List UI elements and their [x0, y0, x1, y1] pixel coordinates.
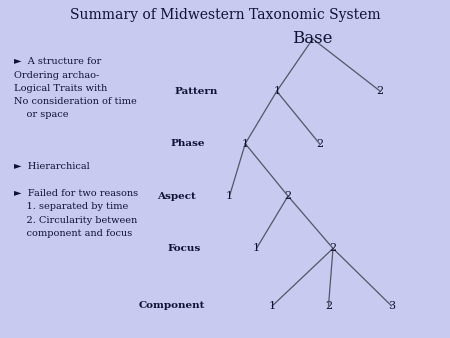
- Text: Component: Component: [139, 301, 205, 310]
- Text: 3: 3: [388, 301, 395, 311]
- Text: 1: 1: [273, 86, 280, 96]
- Text: Base: Base: [292, 30, 333, 47]
- Text: 1: 1: [242, 139, 249, 149]
- Text: ►  A structure for
Ordering archao-
Logical Traits with
No consideration of time: ► A structure for Ordering archao- Logic…: [14, 57, 136, 119]
- Text: 1: 1: [226, 191, 233, 201]
- Text: Summary of Midwestern Taxonomic System: Summary of Midwestern Taxonomic System: [70, 8, 380, 22]
- Text: ►  Failed for two reasons
    1. separated by time
    2. Circularity between
  : ► Failed for two reasons 1. separated by…: [14, 189, 138, 238]
- Text: 2: 2: [377, 86, 384, 96]
- Text: 2: 2: [316, 139, 323, 149]
- Text: Phase: Phase: [170, 139, 205, 148]
- Text: Focus: Focus: [167, 244, 200, 253]
- Text: 2: 2: [329, 243, 337, 254]
- Text: ►  Hierarchical: ► Hierarchical: [14, 162, 89, 171]
- Text: Aspect: Aspect: [157, 192, 196, 200]
- Text: 2: 2: [284, 191, 292, 201]
- Text: 1: 1: [269, 301, 276, 311]
- Text: 1: 1: [253, 243, 260, 254]
- Text: Pattern: Pattern: [175, 87, 218, 96]
- Text: 2: 2: [325, 301, 332, 311]
